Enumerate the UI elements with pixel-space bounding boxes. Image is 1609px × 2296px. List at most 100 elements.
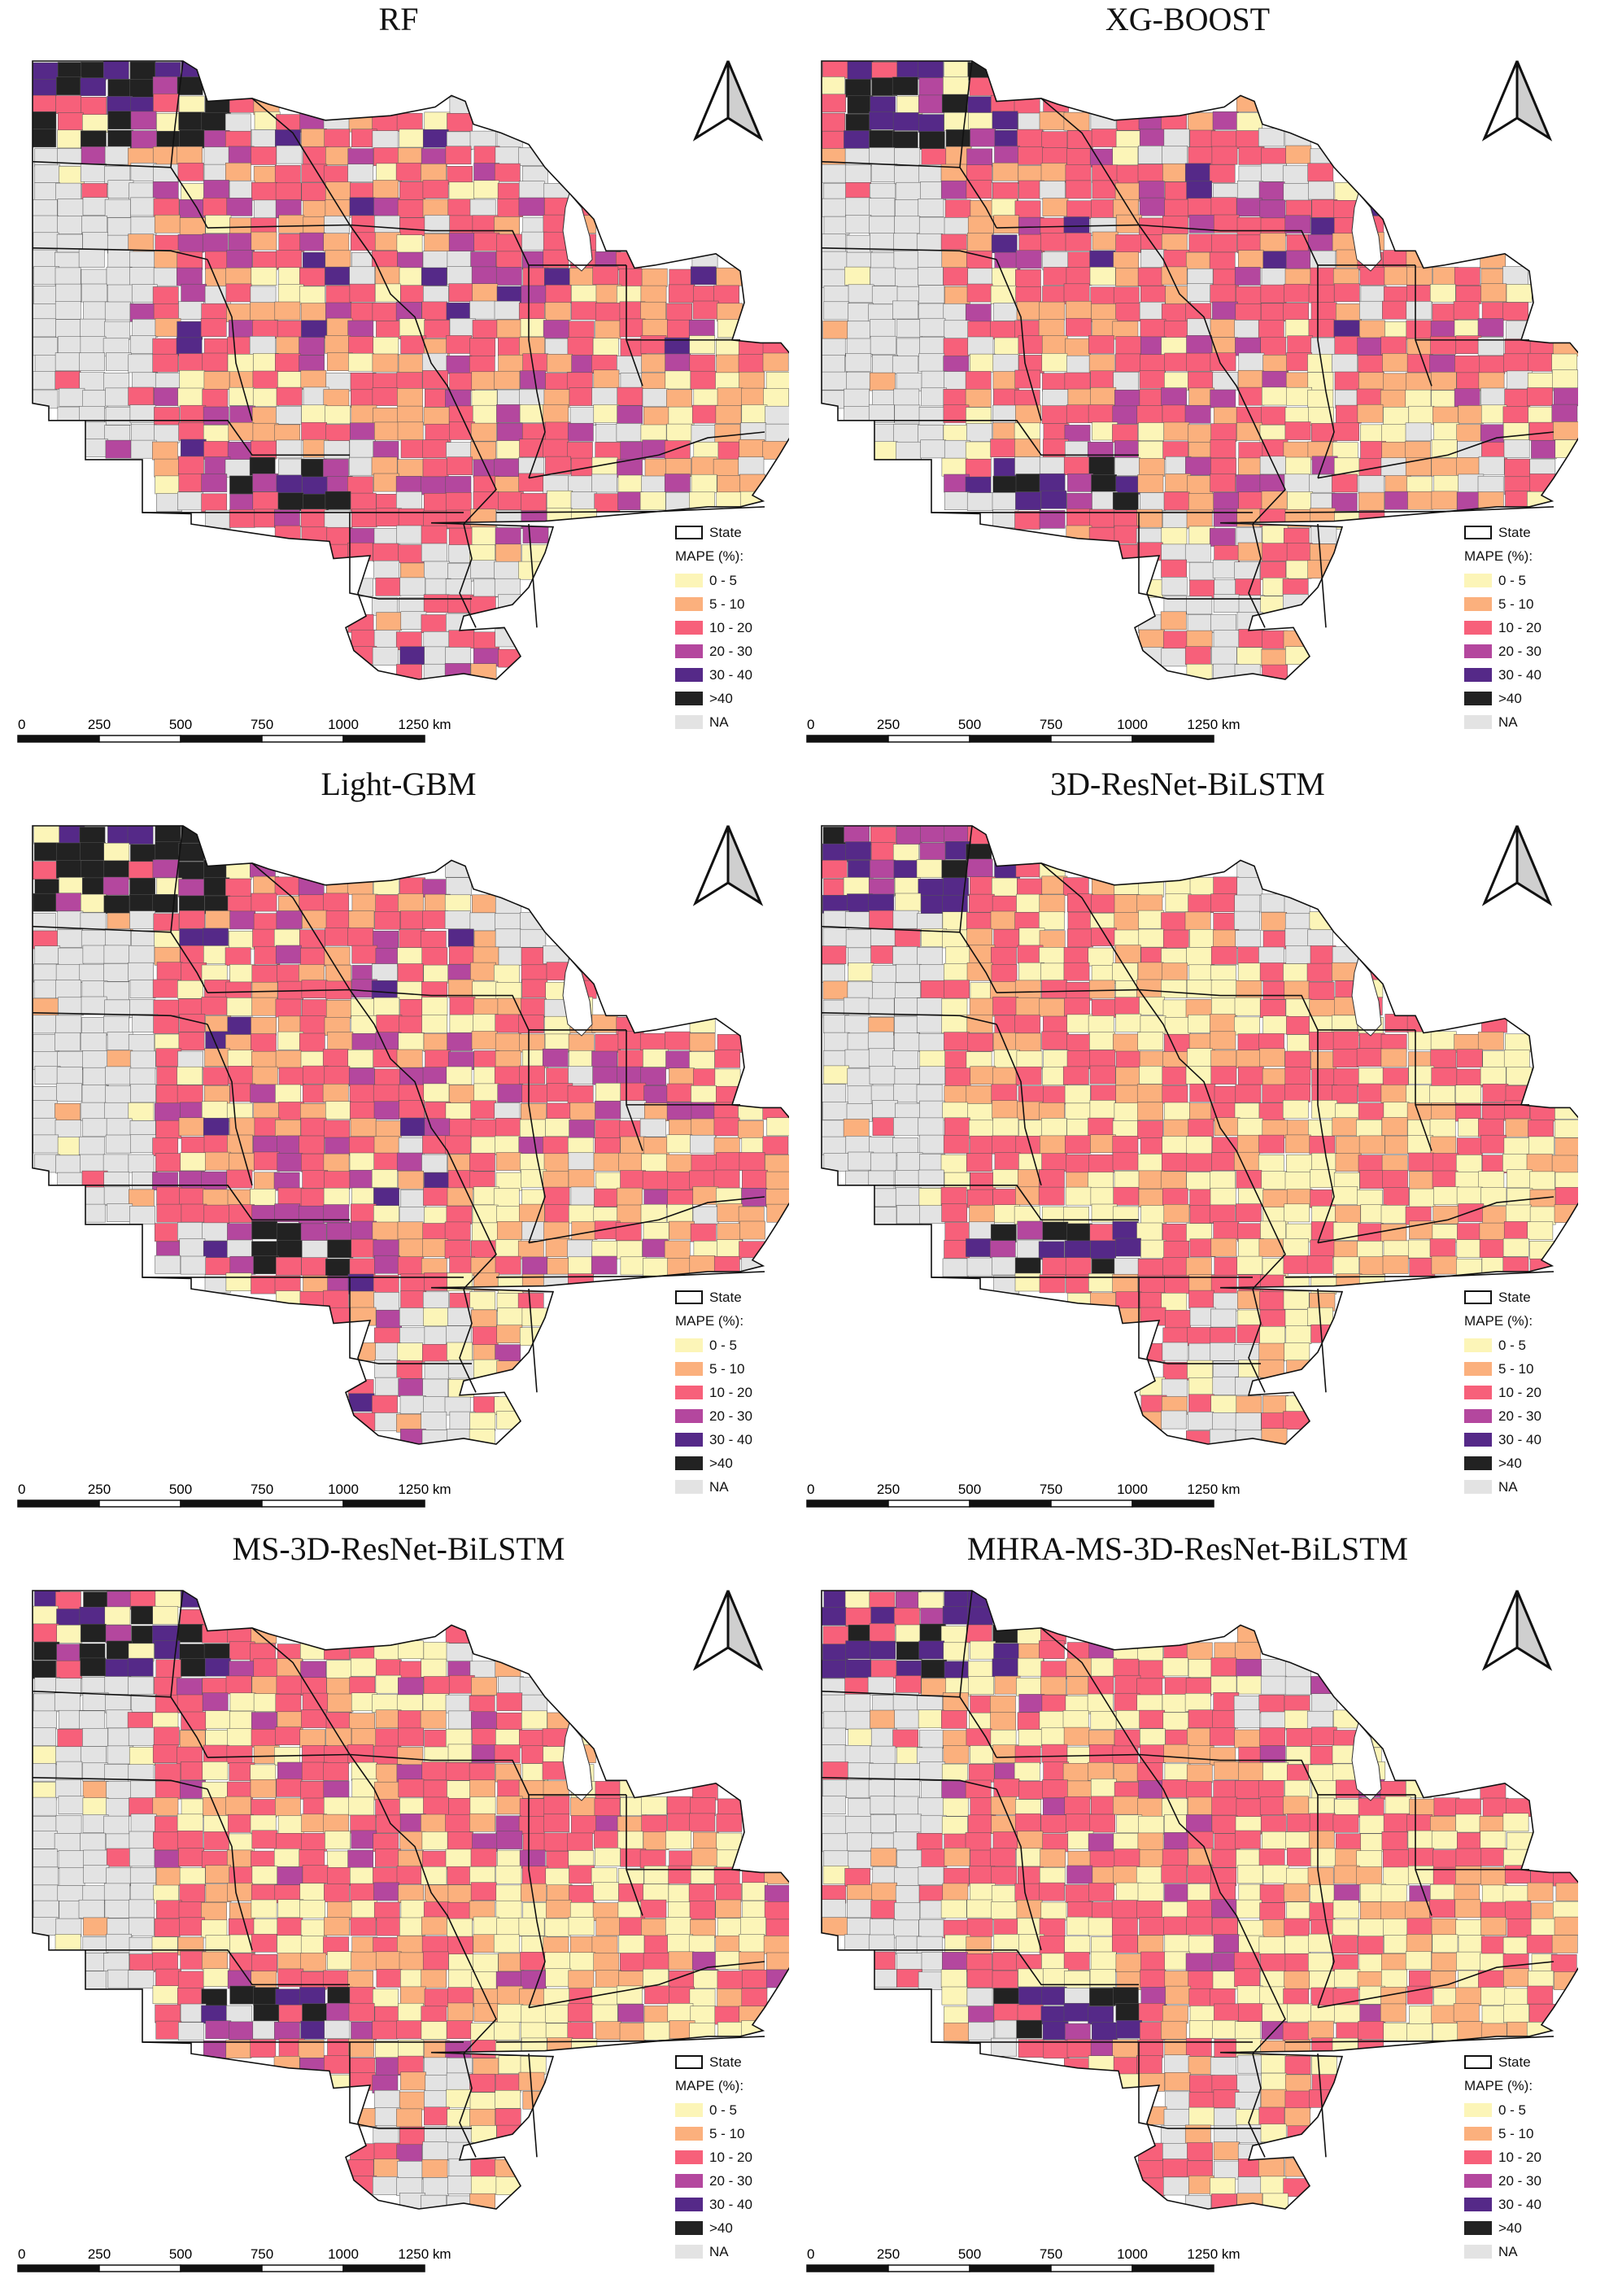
county-cell	[1260, 1675, 1287, 1695]
county-cell	[1184, 2124, 1211, 2144]
county-cell	[847, 61, 874, 80]
county-cell	[1210, 613, 1236, 633]
county-cell	[422, 1344, 448, 1363]
county-cell	[1502, 266, 1528, 285]
county-cell	[205, 215, 232, 234]
county-cell	[1284, 1067, 1311, 1085]
county-cell	[325, 1831, 351, 1850]
scale-bar: 0 250 500 750 1000 1250 km	[804, 1478, 1259, 1510]
county-cell	[1139, 458, 1165, 477]
county-cell	[129, 1591, 156, 1609]
county-cell	[845, 1136, 872, 1155]
legend-state-row: State	[1464, 521, 1541, 544]
county-cell	[1454, 320, 1480, 338]
county-cell	[1260, 1815, 1287, 1834]
county-cell	[1235, 1412, 1262, 1431]
county-cell	[181, 1658, 207, 1677]
county-cell	[179, 1917, 205, 1936]
county-cell	[1306, 1710, 1333, 1730]
county-cell	[1453, 301, 1480, 320]
county-cell	[498, 648, 524, 668]
county-cell	[302, 476, 328, 495]
county-cell	[373, 337, 399, 356]
county-cell	[1090, 286, 1117, 306]
scale-tick-label: 1000	[1117, 2246, 1148, 2262]
county-cell	[620, 441, 647, 461]
county-cell	[422, 251, 449, 270]
legend-swatch	[675, 1433, 703, 1447]
county-cell	[423, 1779, 450, 1799]
county-cell	[301, 129, 327, 147]
county-cell	[591, 474, 617, 493]
county-cell	[1284, 215, 1311, 234]
county-cell	[1478, 1970, 1504, 1989]
county-cell	[400, 910, 426, 930]
county-cell	[495, 1172, 522, 1191]
county-cell	[918, 407, 945, 426]
county-cell	[993, 303, 1020, 321]
county-cell	[472, 980, 499, 1000]
legend-label: >40	[1498, 690, 1522, 706]
county-cell	[742, 1901, 769, 1919]
county-cell	[323, 543, 349, 563]
county-cell	[375, 1799, 401, 1818]
county-cell	[1238, 146, 1265, 165]
county-cell	[496, 1796, 523, 1815]
county-cell	[845, 113, 872, 133]
legend-heading: MAPE (%):	[1464, 2078, 1533, 2093]
county-cell	[1210, 474, 1236, 492]
county-cell	[82, 232, 108, 251]
county-cell	[896, 1953, 922, 1972]
county-cell	[643, 406, 669, 426]
county-cell	[1160, 611, 1187, 631]
county-cell	[765, 405, 789, 425]
county-cell	[1042, 373, 1068, 392]
county-cell	[1287, 491, 1313, 510]
county-cell	[179, 1187, 206, 1207]
county-cell	[689, 1032, 716, 1052]
county-cell	[991, 1084, 1018, 1103]
county-cell	[348, 352, 374, 372]
state-boundary	[349, 1277, 379, 1364]
county-cell	[1358, 458, 1385, 478]
county-cell	[918, 1169, 944, 1189]
state-boundary	[251, 862, 351, 990]
county-cell	[372, 353, 399, 373]
county-cell	[129, 1936, 155, 1956]
county-cell	[1162, 999, 1189, 1019]
county-cell	[81, 1102, 107, 1121]
county-cell	[205, 1151, 231, 1171]
county-cell	[251, 146, 277, 165]
county-cell	[252, 251, 278, 270]
county-cell	[301, 526, 328, 546]
county-cell	[445, 1102, 472, 1122]
county-cell	[567, 1085, 594, 1104]
county-cell	[80, 1203, 106, 1223]
county-cell	[1089, 1050, 1116, 1068]
county-cell	[498, 491, 524, 510]
county-cell	[845, 1640, 872, 1660]
legend-swatch	[675, 2127, 703, 2141]
legend-item: 5 - 10	[1464, 1357, 1541, 1381]
county-cell	[619, 2023, 646, 2041]
county-cell	[1529, 1241, 1555, 1259]
county-cell	[518, 147, 545, 166]
county-cell	[1040, 1901, 1067, 1921]
county-cell	[1187, 475, 1213, 495]
legend-state-label: State	[1498, 2054, 1531, 2070]
county-cell	[1261, 147, 1287, 167]
state-boundary	[528, 1029, 546, 1243]
county-cell	[1380, 1085, 1407, 1103]
scale-tick-label: 750	[1040, 717, 1062, 732]
county-cell	[1552, 369, 1578, 389]
county-cell	[106, 1640, 133, 1660]
county-cell	[1406, 2023, 1432, 2042]
county-cell	[892, 131, 918, 150]
county-cell	[1262, 664, 1288, 679]
county-cell	[1259, 1326, 1286, 1345]
county-cell	[1136, 1901, 1163, 1919]
county-cell	[350, 1883, 377, 1902]
legend-state-label: State	[709, 524, 742, 540]
county-cell	[104, 321, 131, 340]
county-cell	[992, 371, 1019, 390]
